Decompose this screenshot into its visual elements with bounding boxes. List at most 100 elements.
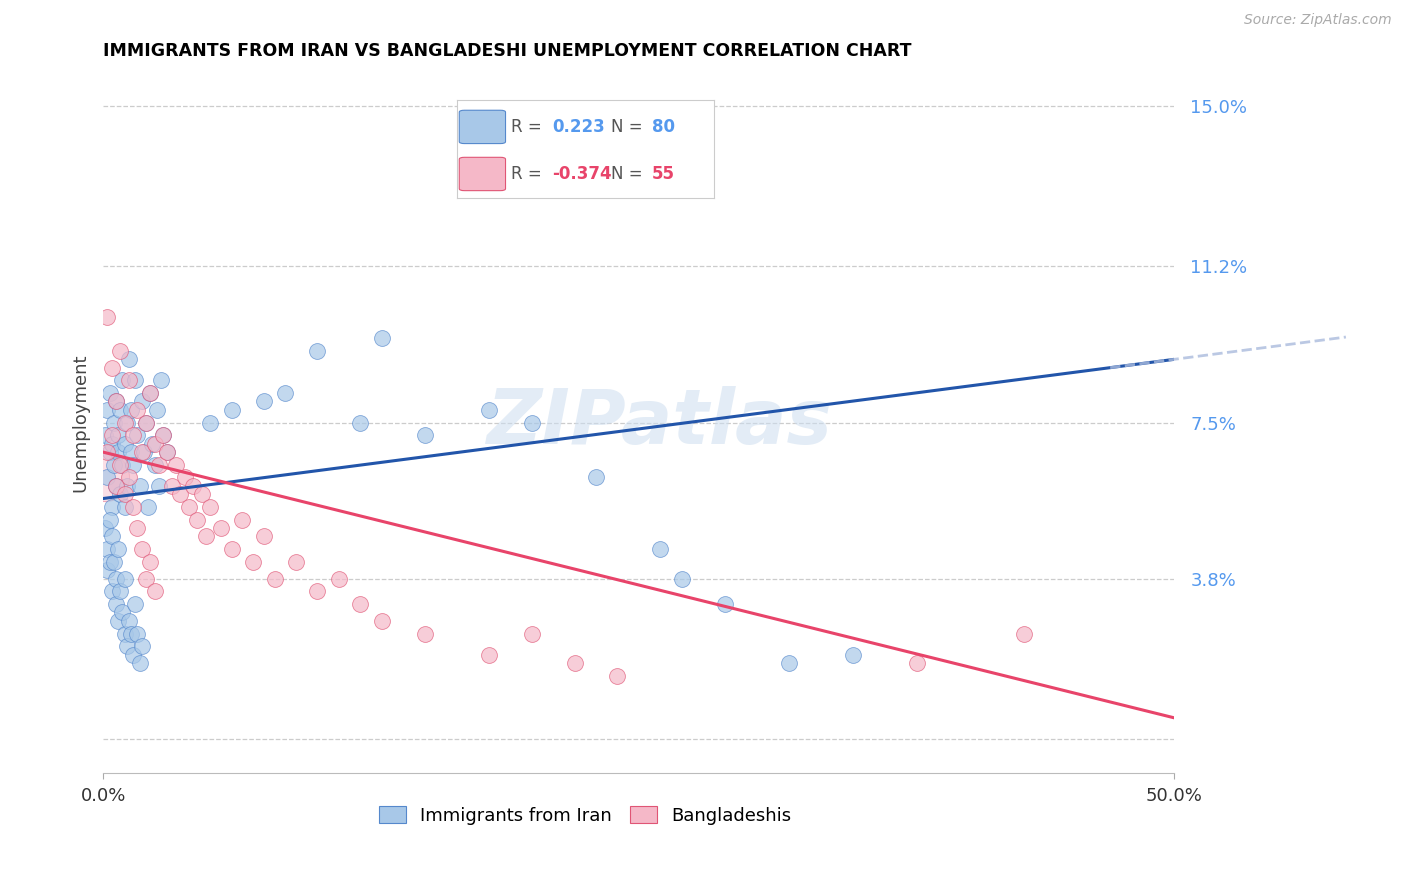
Point xyxy=(370,331,392,345)
Point xyxy=(127,403,149,417)
Point xyxy=(905,656,928,670)
Point xyxy=(118,373,141,387)
Point xyxy=(111,458,134,472)
Point xyxy=(100,360,122,375)
Point xyxy=(122,500,145,514)
Text: ZIPatlas: ZIPatlas xyxy=(488,385,834,459)
Point xyxy=(96,542,118,557)
Point xyxy=(194,529,217,543)
Text: Source: ZipAtlas.com: Source: ZipAtlas.com xyxy=(1244,13,1392,28)
Point xyxy=(520,626,543,640)
Point xyxy=(148,458,170,472)
Point xyxy=(1014,626,1036,640)
Point xyxy=(100,529,122,543)
Point xyxy=(104,479,127,493)
Point xyxy=(103,458,125,472)
Point xyxy=(253,529,276,543)
Point xyxy=(135,416,157,430)
Point xyxy=(127,521,149,535)
Point xyxy=(132,445,155,459)
Point xyxy=(149,373,172,387)
Point xyxy=(135,416,157,430)
Point xyxy=(349,597,371,611)
Point xyxy=(94,521,117,535)
Point xyxy=(124,373,146,387)
Point xyxy=(111,373,134,387)
Point xyxy=(181,479,204,493)
Point xyxy=(190,487,212,501)
Point xyxy=(98,386,121,401)
Point xyxy=(253,394,276,409)
Point xyxy=(107,542,129,557)
Point xyxy=(100,428,122,442)
Point xyxy=(120,445,142,459)
Point xyxy=(160,479,183,493)
Point xyxy=(131,394,153,409)
Point xyxy=(564,656,586,670)
Point xyxy=(100,584,122,599)
Point xyxy=(585,470,607,484)
Point xyxy=(328,572,350,586)
Point xyxy=(478,648,501,662)
Point xyxy=(122,458,145,472)
Point xyxy=(124,597,146,611)
Point xyxy=(177,500,200,514)
Point xyxy=(263,572,285,586)
Point xyxy=(148,479,170,493)
Point xyxy=(165,458,187,472)
Point xyxy=(98,555,121,569)
Point xyxy=(94,470,117,484)
Point xyxy=(139,386,162,401)
Point xyxy=(103,416,125,430)
Point xyxy=(650,542,672,557)
Point xyxy=(139,386,162,401)
Point xyxy=(127,626,149,640)
Point xyxy=(96,563,118,577)
Point xyxy=(115,479,138,493)
Point xyxy=(143,584,166,599)
Point xyxy=(127,428,149,442)
Point xyxy=(114,500,136,514)
Point xyxy=(478,403,501,417)
Point xyxy=(115,416,138,430)
Point xyxy=(169,487,191,501)
Point xyxy=(122,648,145,662)
Point xyxy=(307,343,329,358)
Point xyxy=(274,386,297,401)
Point xyxy=(152,428,174,442)
Point xyxy=(94,428,117,442)
Point xyxy=(200,416,222,430)
Point xyxy=(96,310,118,325)
Point xyxy=(111,606,134,620)
Point xyxy=(118,352,141,367)
Point xyxy=(131,542,153,557)
Point xyxy=(145,403,167,417)
Point xyxy=(842,648,865,662)
Point xyxy=(104,394,127,409)
Point xyxy=(114,436,136,450)
Point xyxy=(143,458,166,472)
Point xyxy=(114,572,136,586)
Point xyxy=(110,343,132,358)
Point xyxy=(713,597,735,611)
Point xyxy=(104,597,127,611)
Point xyxy=(231,513,253,527)
Point xyxy=(110,487,132,501)
Point xyxy=(120,626,142,640)
Point xyxy=(242,555,264,569)
Point xyxy=(98,445,121,459)
Point xyxy=(413,626,436,640)
Point xyxy=(370,614,392,628)
Point xyxy=(606,669,628,683)
Point xyxy=(671,572,693,586)
Point xyxy=(98,513,121,527)
Point xyxy=(107,614,129,628)
Point xyxy=(221,403,243,417)
Point xyxy=(120,403,142,417)
Point xyxy=(114,626,136,640)
Point xyxy=(104,394,127,409)
Point xyxy=(141,436,163,450)
Point xyxy=(96,403,118,417)
Point xyxy=(173,470,195,484)
Point xyxy=(103,555,125,569)
